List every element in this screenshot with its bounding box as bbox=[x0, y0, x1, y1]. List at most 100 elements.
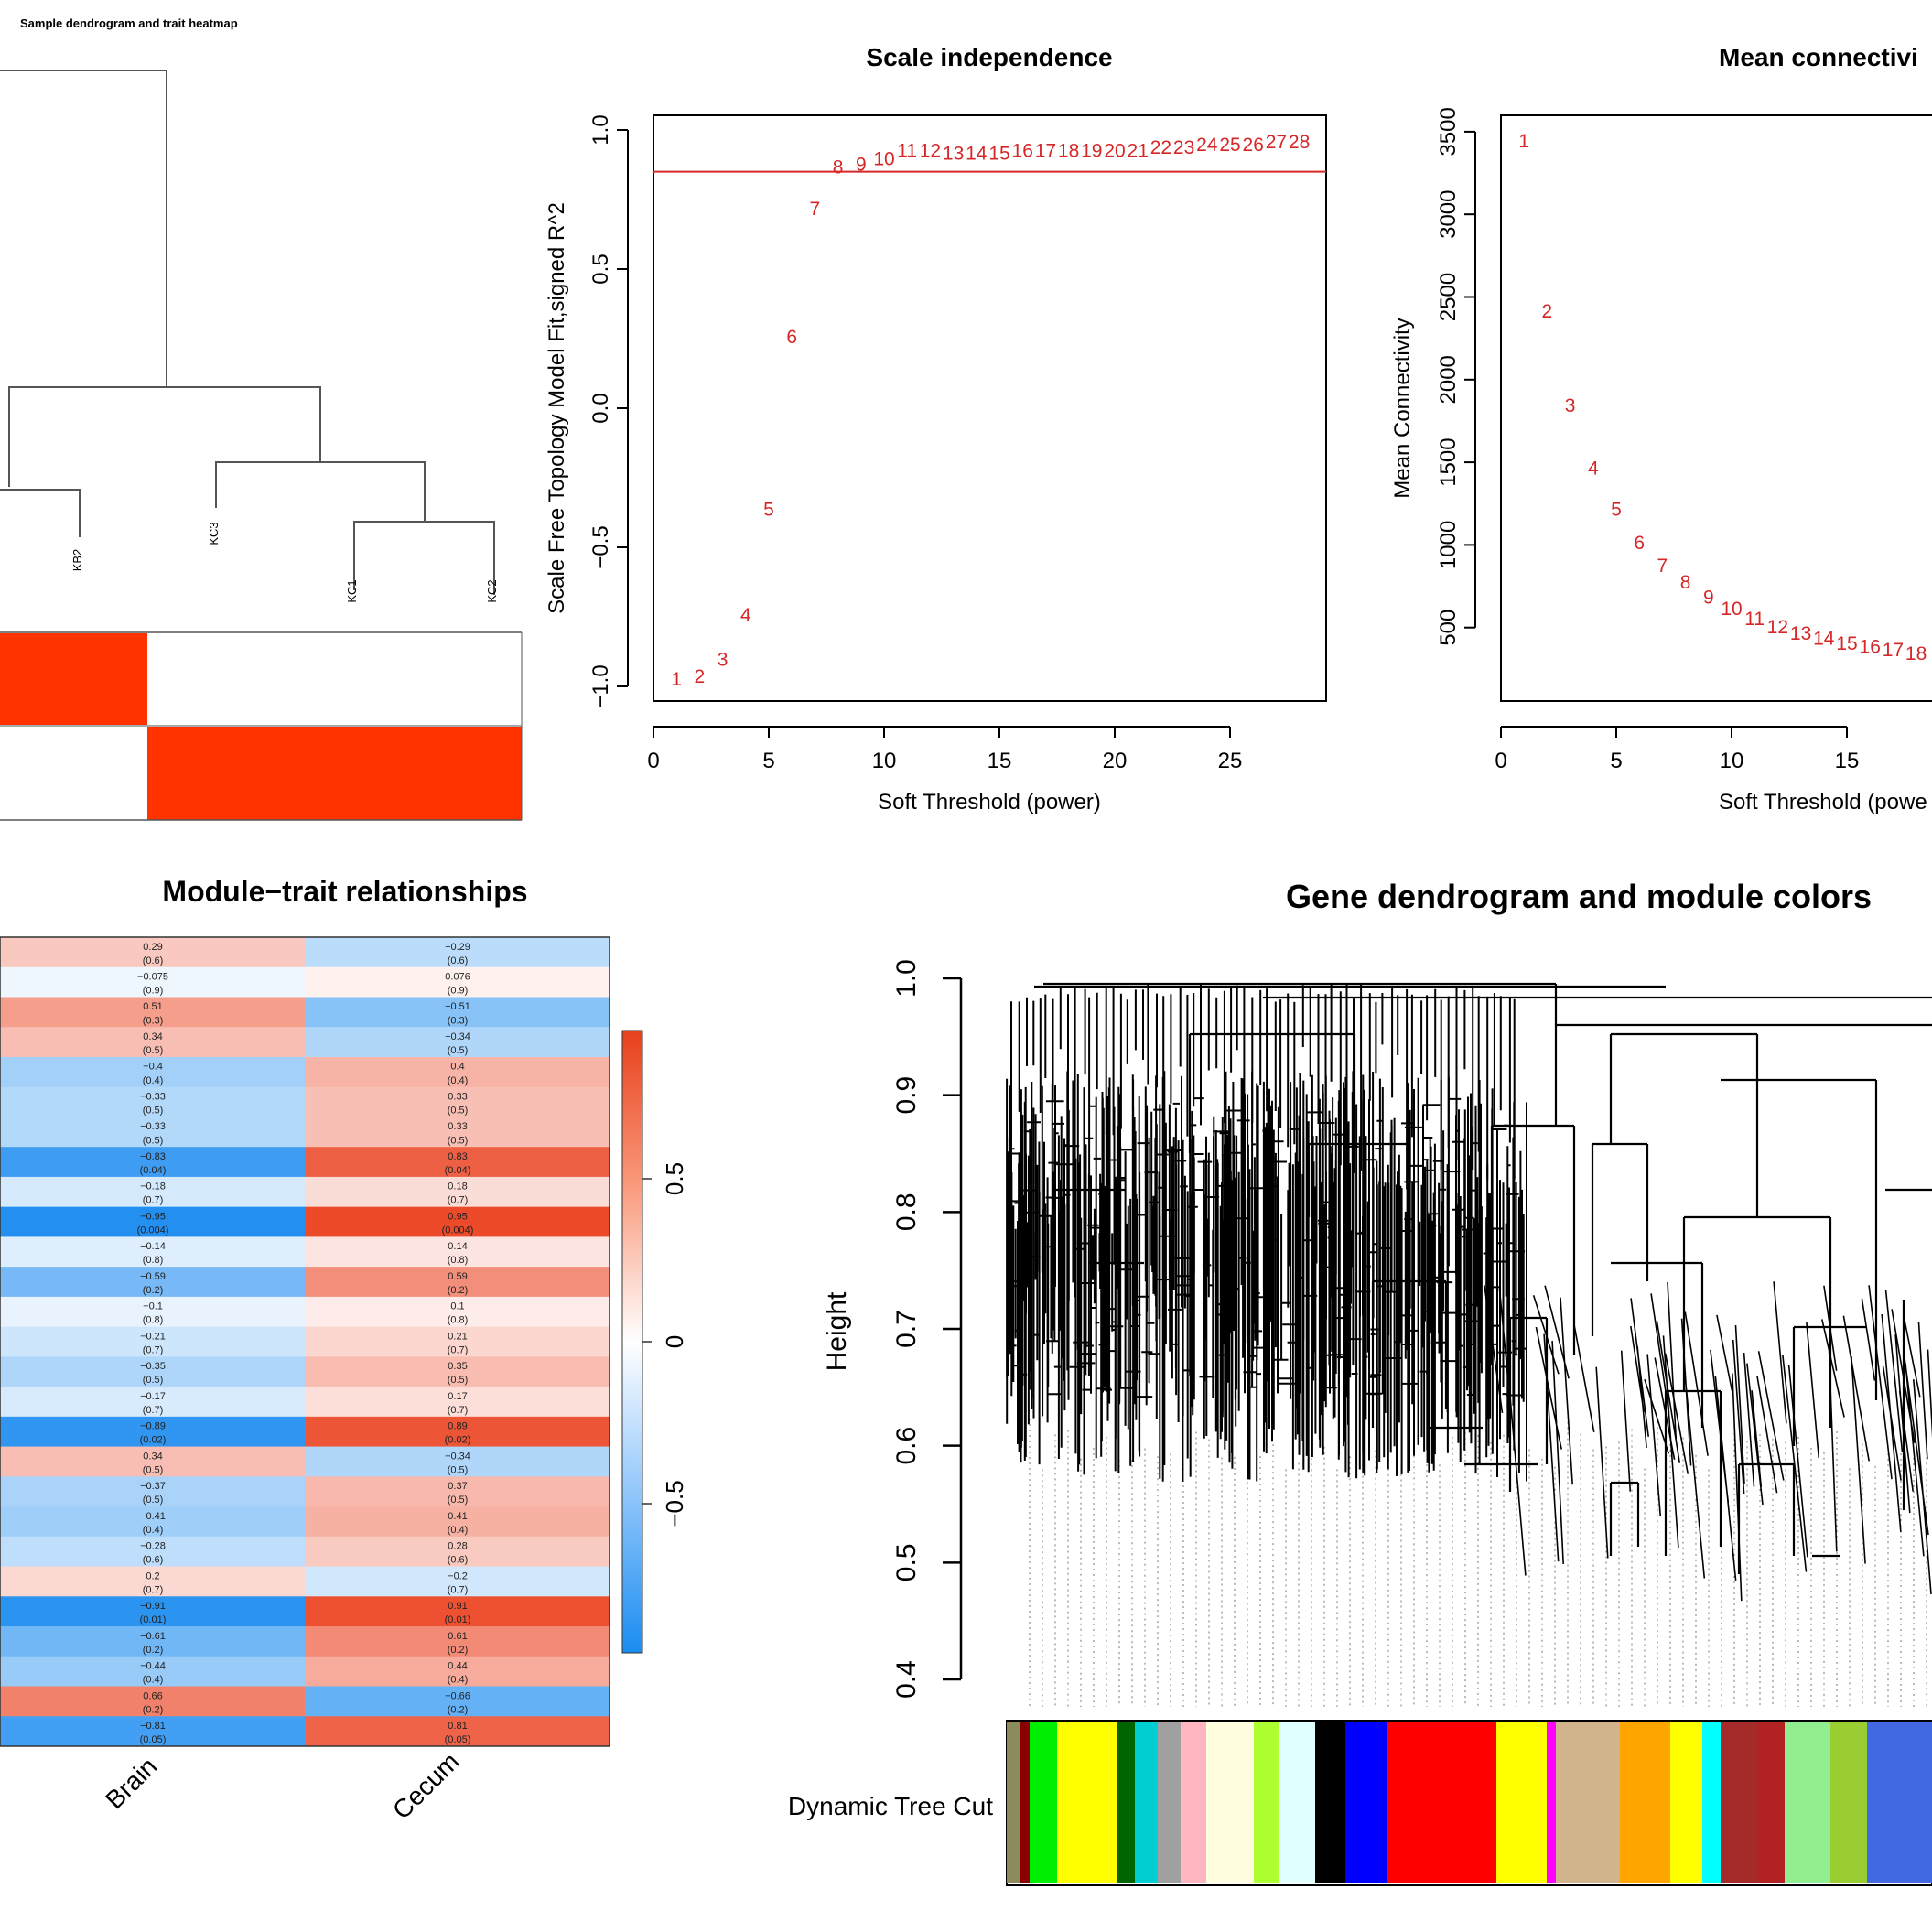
heatmap-cell bbox=[0, 1596, 305, 1627]
module-color-band bbox=[1830, 1722, 1867, 1883]
heatmap-cell bbox=[305, 1027, 610, 1058]
panel-b-title: Scale independence bbox=[866, 43, 1112, 71]
cell-pvalue: (0.7) bbox=[143, 1344, 164, 1355]
cell-pvalue: (0.5) bbox=[448, 1464, 469, 1475]
heatmap-cell bbox=[0, 1267, 305, 1298]
data-point-label: 18 bbox=[1058, 140, 1079, 161]
heatmap-cell bbox=[0, 966, 305, 998]
y-axis-label: Scale Free Topology Model Fit,signed R^2 bbox=[545, 202, 569, 614]
panel-module-trait: Module−trait relationships 0.29 (0.6) −0.2… bbox=[0, 875, 688, 1825]
legend-tick-label: −0.5 bbox=[661, 1480, 688, 1527]
heatmap-cell bbox=[0, 1446, 305, 1477]
x-tick-label: 10 bbox=[872, 749, 897, 773]
cell-pvalue: (0.7) bbox=[448, 1405, 469, 1416]
data-point-label: 15 bbox=[1836, 633, 1857, 654]
heatmap-cell bbox=[0, 1056, 305, 1088]
module-color-band bbox=[1117, 1722, 1135, 1883]
module-color-band bbox=[1181, 1722, 1206, 1883]
cell-pvalue: (0.9) bbox=[143, 986, 164, 997]
panel-d-title: Module−trait relationships bbox=[162, 875, 527, 908]
module-color-band bbox=[1721, 1722, 1757, 1883]
cell-pvalue: (0.5) bbox=[143, 1135, 164, 1146]
dendrogram-root-branches bbox=[1010, 984, 1516, 1190]
heatmap-cell bbox=[305, 997, 610, 1028]
data-point-label: 9 bbox=[856, 154, 867, 175]
heatmap-cell bbox=[305, 1656, 610, 1688]
data-point-label: 26 bbox=[1243, 135, 1264, 156]
sample-label: KC1 bbox=[345, 579, 359, 602]
data-point-label: 11 bbox=[1744, 609, 1765, 630]
cell-pvalue: (0.3) bbox=[448, 1015, 469, 1026]
heatmap-frame bbox=[0, 936, 610, 1747]
panel-sample-dendrogram: Sample dendrogram and trait heatmap KB2 … bbox=[0, 16, 523, 821]
heatmap-cell bbox=[0, 1656, 305, 1688]
cell-value: 0.33 bbox=[448, 1091, 467, 1102]
heatmap-cell bbox=[0, 1206, 305, 1237]
cell-value: −0.95 bbox=[140, 1211, 166, 1222]
data-point-label: 5 bbox=[763, 499, 774, 520]
module-color-band bbox=[1757, 1722, 1785, 1883]
data-point-label: 16 bbox=[1012, 140, 1033, 161]
data-point-label: 4 bbox=[740, 605, 751, 626]
heatmap-cell bbox=[305, 1056, 610, 1088]
heatmap-cell bbox=[305, 1147, 610, 1178]
cell-pvalue: (0.5) bbox=[143, 1106, 164, 1117]
data-point-label: 12 bbox=[1767, 617, 1788, 638]
legend-tick-label: 0.5 bbox=[661, 1162, 688, 1195]
heatmap-cell bbox=[0, 1716, 305, 1747]
cell-value: −0.2 bbox=[448, 1570, 468, 1581]
data-point-label: 6 bbox=[1634, 533, 1645, 554]
panel-mean-connectivity: Mean connectivi 0 5 10 15 50010001500200025… bbox=[1390, 43, 1932, 815]
cell-pvalue: (0.8) bbox=[143, 1255, 164, 1266]
data-point-label: 7 bbox=[810, 199, 821, 220]
data-point-label: 22 bbox=[1150, 137, 1171, 158]
heatmap-cell bbox=[305, 1686, 610, 1717]
data-point-label: 1 bbox=[671, 669, 682, 690]
module-color-band bbox=[1254, 1722, 1279, 1883]
heatmap-cell bbox=[305, 1326, 610, 1357]
cell-pvalue: (0.5) bbox=[448, 1375, 469, 1386]
data-point-label: 10 bbox=[1721, 599, 1742, 620]
cell-value: −0.91 bbox=[140, 1601, 166, 1612]
sample-label: KC2 bbox=[485, 579, 499, 602]
cell-pvalue: (0.8) bbox=[448, 1315, 469, 1326]
y-tick-label: 1.0 bbox=[588, 114, 613, 145]
module-color-band bbox=[1496, 1722, 1547, 1883]
cell-pvalue: (0.04) bbox=[140, 1165, 167, 1176]
cell-value: 0.18 bbox=[448, 1182, 467, 1193]
cell-pvalue: (0.05) bbox=[140, 1734, 167, 1745]
data-point-label: 16 bbox=[1860, 637, 1881, 658]
heatmap-cell bbox=[0, 1296, 305, 1328]
cell-value: −0.1 bbox=[143, 1301, 163, 1312]
x-tick-label: 10 bbox=[1720, 749, 1744, 773]
y-tick-label: 2000 bbox=[1436, 355, 1461, 404]
cell-value: 0.83 bbox=[448, 1151, 467, 1162]
heatmap-cell bbox=[305, 1176, 610, 1208]
cell-value: 0.2 bbox=[146, 1570, 159, 1581]
cell-value: 0.34 bbox=[143, 1031, 162, 1042]
cell-value: −0.51 bbox=[445, 1001, 470, 1012]
x-tick-label: 5 bbox=[1610, 749, 1622, 773]
cell-pvalue: (0.4) bbox=[143, 1675, 164, 1686]
cell-pvalue: (0.5) bbox=[448, 1495, 469, 1506]
cell-pvalue: (0.5) bbox=[448, 1045, 469, 1056]
cell-value: 0.66 bbox=[143, 1690, 162, 1701]
cell-pvalue: (0.7) bbox=[143, 1584, 164, 1595]
heatmap-cell bbox=[0, 1326, 305, 1357]
y-tick-label: 0.0 bbox=[588, 393, 613, 423]
sample-dendrogram bbox=[0, 70, 495, 595]
cell-pvalue: (0.8) bbox=[143, 1315, 164, 1326]
x-tick-label: 25 bbox=[1218, 749, 1243, 773]
plot-frame bbox=[1500, 114, 1932, 702]
heatmap-cell bbox=[305, 1236, 610, 1268]
trait-cell bbox=[147, 727, 522, 820]
y-axis: 0.4 0.5 0.6 0.7 0.8 0.9 1.0 bbox=[891, 959, 963, 1699]
cell-value: −0.44 bbox=[140, 1661, 166, 1672]
heatmap-cell bbox=[0, 997, 305, 1028]
cell-value: 0.34 bbox=[143, 1451, 162, 1462]
cell-pvalue: (0.4) bbox=[143, 1525, 164, 1536]
data-point-label: 4 bbox=[1588, 459, 1599, 480]
cell-pvalue: (0.02) bbox=[445, 1435, 471, 1446]
heatmap-cell bbox=[0, 1626, 305, 1657]
cell-pvalue: (0.02) bbox=[140, 1435, 167, 1446]
